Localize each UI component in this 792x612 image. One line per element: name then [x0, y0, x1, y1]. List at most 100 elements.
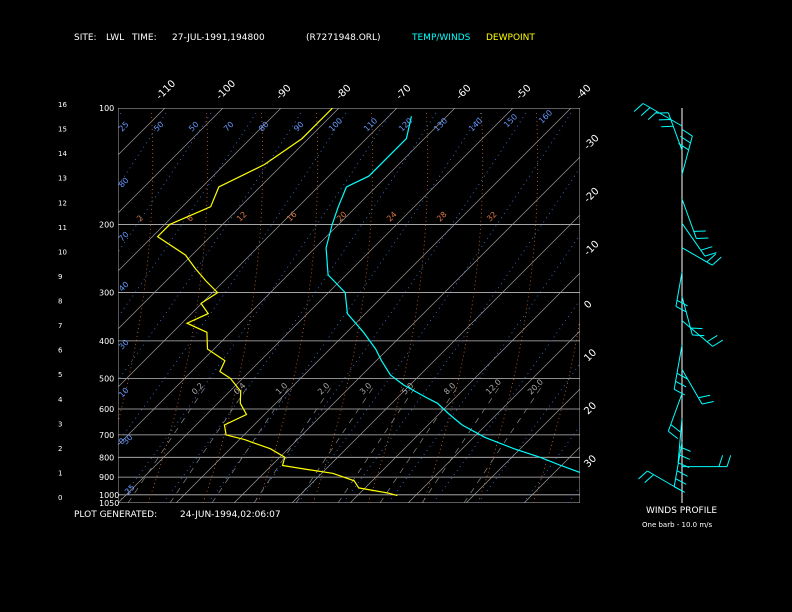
top-temp-label: -90 — [274, 83, 293, 102]
left-isotherm-label: 0 — [117, 436, 127, 446]
height-tick-label: 10 — [58, 248, 67, 256]
wind-barb-flag — [704, 252, 717, 257]
wind-barb-flag — [675, 380, 687, 388]
dry-adiabat — [422, 112, 484, 503]
wind-barb-shaft — [647, 470, 683, 492]
top-temp-label: -50 — [514, 83, 533, 102]
winds-profile-title: WINDS PROFILE — [646, 506, 718, 516]
moist-adiabat — [0, 113, 31, 503]
wind-barb-flag — [644, 474, 654, 484]
mixing-ratio-line — [379, 382, 461, 503]
isotherm-line — [118, 108, 282, 272]
file-id: (R7271948.ORL) — [306, 33, 381, 43]
height-tick-label: 1 — [58, 469, 62, 477]
wind-barb-shaft — [642, 103, 683, 127]
isotherm-line — [118, 108, 340, 330]
mixing-ratio-top-label: 70 — [222, 120, 236, 134]
lower-isotherm-label: 25 — [123, 483, 137, 497]
diagram-traces — [156, 108, 580, 497]
mixing-ratio-mid-label: 3.0 — [358, 381, 373, 396]
theta-label: 28 — [435, 210, 449, 224]
temp-legend: TEMP/WINDS — [412, 33, 471, 43]
moist-adiabat — [387, 233, 580, 503]
wind-barb-shaft — [681, 296, 693, 336]
pressure-label: 500 — [99, 374, 114, 383]
wind-barb-flag — [701, 400, 714, 405]
dry-adiabat — [753, 113, 792, 503]
right-temp-label: -10 — [582, 239, 601, 258]
site-value: LWL — [106, 33, 125, 43]
height-tick-label: 4 — [58, 396, 63, 404]
wind-barb-flag — [676, 299, 688, 307]
isotherm-line — [698, 108, 792, 503]
mixing-ratio-line — [337, 382, 419, 503]
isotherm-line — [407, 330, 580, 503]
right-temp-label: -30 — [582, 133, 601, 152]
isotherm-line — [0, 108, 49, 503]
right-temp-label: -20 — [582, 186, 601, 205]
moist-adiabat — [703, 113, 792, 503]
mixing-ratio-line — [421, 382, 503, 503]
moist-adiabat — [118, 112, 302, 382]
pressure-label: 1000 — [99, 491, 119, 500]
dewpoint-trace — [156, 108, 398, 497]
time-label: TIME: — [132, 33, 157, 43]
moist-adiabat — [297, 112, 572, 503]
wind-barb-flag — [668, 430, 679, 440]
isotherm-line — [233, 156, 580, 503]
theta-label: 24 — [385, 210, 399, 224]
wind-barb-shaft — [681, 135, 693, 175]
mixing-ratio-top-label: 80 — [257, 120, 271, 134]
pressure-label: 400 — [99, 337, 114, 346]
dry-adiabat — [477, 112, 539, 503]
top-temp-label: -60 — [454, 83, 473, 102]
height-tick-label: 7 — [58, 322, 62, 330]
mixing-ratio-line — [169, 382, 251, 503]
wind-barb-flag — [690, 327, 703, 330]
mixing-ratio-line — [211, 382, 293, 503]
wind-barb-flag — [670, 424, 681, 433]
moist-adiabat — [118, 112, 212, 253]
mixing-ratio-mid-label: 0.2 — [190, 381, 205, 396]
dry-adiabat — [202, 112, 264, 503]
right-temp-label: 0 — [582, 299, 594, 311]
height-tick-label: 16 — [58, 101, 67, 109]
isotherm-line — [640, 108, 792, 503]
moist-adiabat — [118, 112, 392, 503]
pressure-label: 200 — [99, 220, 114, 229]
mixing-ratio-top-label: 160 — [537, 108, 554, 125]
dry-adiabat — [367, 112, 429, 503]
moist-adiabat — [0, 113, 76, 503]
moist-adiabat — [748, 113, 792, 503]
height-tick-label: 8 — [58, 298, 62, 306]
wind-barb-flag — [675, 478, 687, 485]
top-temp-label: -70 — [394, 83, 413, 102]
pressure-label: 700 — [99, 431, 114, 440]
mixing-ratio-top-label: 50 — [187, 120, 201, 134]
moist-adiabat — [432, 299, 580, 503]
height-tick-label: 2 — [58, 445, 62, 453]
moist-adiabat — [207, 112, 482, 503]
wind-barb-flag — [680, 136, 691, 144]
moist-adiabat — [613, 113, 792, 503]
dew-legend: DEWPOINT — [486, 33, 535, 43]
mixing-ratio-top-label: 25 — [117, 120, 131, 134]
mixing-ratio-top-label: 140 — [467, 116, 484, 133]
top-temp-label: -80 — [334, 83, 353, 102]
pressure-label: 1050 — [99, 499, 119, 508]
height-tick-label: 15 — [58, 126, 67, 134]
pressure-label: 800 — [99, 453, 114, 462]
height-tick-label: 12 — [58, 199, 67, 207]
dry-adiabat — [643, 113, 703, 503]
left-isotherm-label: 40 — [117, 280, 131, 294]
isotherm-line — [118, 108, 166, 156]
top-temp-label: -100 — [214, 78, 238, 102]
wind-barb-shaft — [681, 320, 713, 347]
isotherm-line — [465, 388, 580, 503]
mixing-ratio-top-label: 130 — [432, 116, 449, 133]
pressure-label: 900 — [99, 473, 114, 482]
plot-generated-label: PLOT GENERATED: — [74, 510, 158, 520]
mixing-ratio-mid-label: 8.0 — [442, 381, 457, 396]
isotherm-line — [291, 214, 580, 503]
wind-barb-flag — [712, 339, 724, 347]
